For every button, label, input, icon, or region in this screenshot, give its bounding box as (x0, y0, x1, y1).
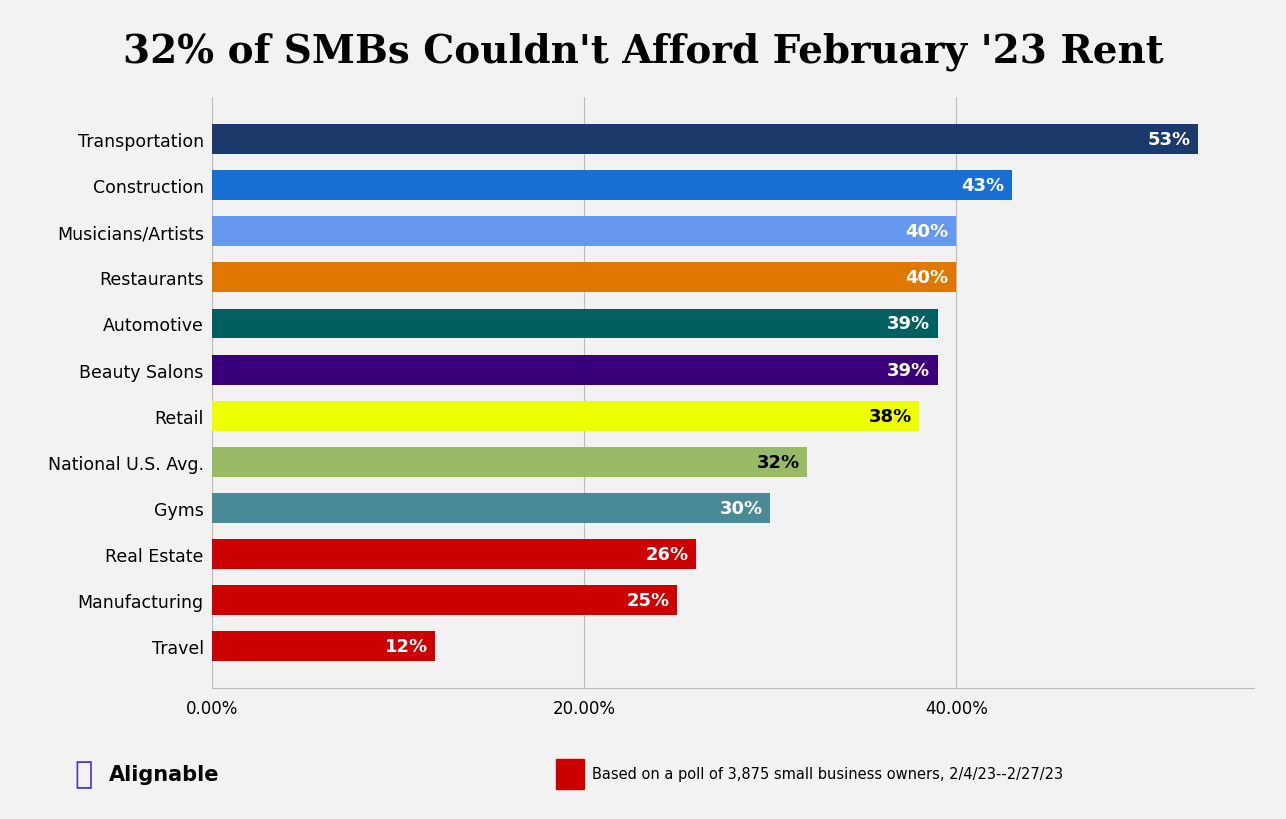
Text: Based on a poll of 3,875 small business owners, 2/4/23--2/27/23: Based on a poll of 3,875 small business … (592, 767, 1062, 781)
Text: 25%: 25% (626, 591, 670, 609)
Bar (212, 309, 937, 339)
Text: 39%: 39% (887, 361, 930, 379)
Text: 40%: 40% (905, 223, 949, 241)
Text: Alignable: Alignable (109, 764, 220, 784)
Text: 30%: 30% (720, 499, 763, 517)
Bar (212, 631, 436, 661)
Text: 32% of SMBs Couldn't Afford February '23 Rent: 32% of SMBs Couldn't Afford February '23… (122, 33, 1164, 71)
Text: 40%: 40% (905, 269, 949, 287)
Bar (212, 539, 696, 569)
Bar (212, 586, 678, 615)
Bar (212, 217, 957, 247)
Text: 32%: 32% (757, 453, 800, 471)
Bar (212, 493, 770, 523)
Bar (212, 263, 957, 293)
Bar (212, 401, 919, 431)
Bar (212, 355, 937, 385)
Text: Ⓢ: Ⓢ (75, 759, 93, 789)
Text: 53%: 53% (1147, 131, 1191, 149)
Text: 43%: 43% (962, 177, 1004, 195)
Text: 39%: 39% (887, 315, 930, 333)
Text: 12%: 12% (385, 637, 428, 655)
Bar (212, 125, 1199, 155)
Text: 38%: 38% (868, 407, 912, 425)
Bar (212, 171, 1012, 201)
Bar (212, 447, 808, 477)
Text: 26%: 26% (646, 545, 688, 563)
